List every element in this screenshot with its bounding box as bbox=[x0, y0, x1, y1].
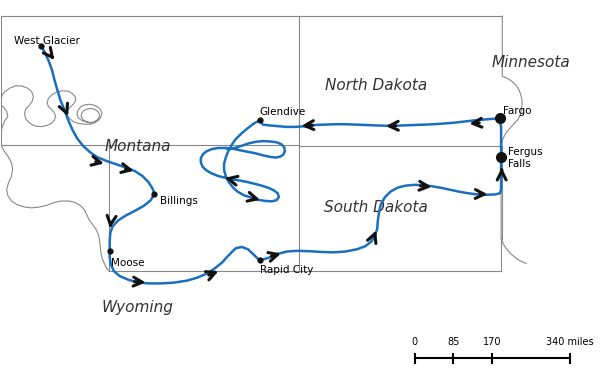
Text: Minnesota: Minnesota bbox=[491, 55, 570, 70]
Text: West Glacier: West Glacier bbox=[14, 36, 80, 46]
Text: 170: 170 bbox=[483, 338, 502, 348]
Text: 85: 85 bbox=[447, 338, 460, 348]
Text: South Dakota: South Dakota bbox=[324, 200, 428, 215]
Text: 0: 0 bbox=[412, 338, 418, 348]
Text: Billings: Billings bbox=[160, 196, 198, 206]
Text: 340 miles: 340 miles bbox=[546, 338, 593, 348]
Text: Wyoming: Wyoming bbox=[102, 300, 173, 315]
Text: Moose: Moose bbox=[112, 258, 145, 268]
Text: Fargo: Fargo bbox=[503, 106, 532, 116]
Text: Fergus
Falls: Fergus Falls bbox=[508, 147, 543, 169]
Text: Rapid City: Rapid City bbox=[260, 265, 313, 275]
Text: North Dakota: North Dakota bbox=[325, 78, 427, 92]
Text: Glendive: Glendive bbox=[260, 107, 306, 117]
Text: Montana: Montana bbox=[104, 139, 171, 154]
